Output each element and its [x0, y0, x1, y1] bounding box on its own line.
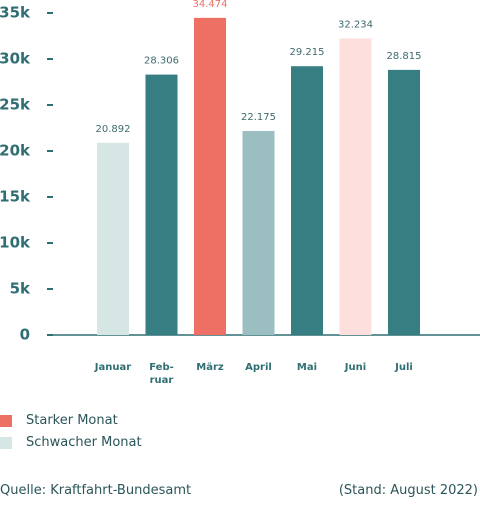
x-tick-label: Januar — [94, 362, 132, 373]
x-tick-label: Feb- ruar — [149, 362, 174, 386]
bar — [388, 69, 420, 335]
value-label: 32.234 — [338, 19, 373, 30]
legend-swatch — [0, 415, 12, 427]
value-label: 22.175 — [241, 112, 276, 123]
y-tick-label: 35k — [0, 4, 31, 22]
legend-label: Schwacher Monat — [26, 435, 142, 450]
bar — [339, 38, 372, 335]
bar — [145, 74, 178, 335]
y-tick-label: 15k — [0, 188, 31, 206]
y-tick-label: 5k — [10, 280, 31, 298]
value-label: 28.306 — [144, 56, 179, 67]
bar — [242, 130, 275, 335]
value-label: 20.892 — [96, 124, 131, 135]
value-label: 28.815 — [387, 51, 422, 62]
y-tick-label: 0 — [20, 326, 30, 344]
x-tick-label: Juni — [344, 362, 367, 373]
legend-swatch — [0, 437, 12, 449]
y-tick-label: 25k — [0, 96, 31, 114]
x-tick-label: Juli — [395, 362, 413, 373]
y-tick-label: 30k — [0, 50, 31, 68]
note: (Stand: August 2022) — [338, 483, 478, 498]
bar — [97, 142, 129, 335]
y-tick-label: 10k — [0, 234, 31, 252]
value-label: 34.474 — [193, 0, 228, 10]
legend-label: Starker Monat — [26, 413, 118, 428]
source: Quelle: Kraftfahrt-Bundesamt — [0, 483, 192, 498]
y-tick-label: 20k — [0, 142, 31, 160]
bar — [194, 17, 226, 335]
bar — [291, 66, 323, 336]
x-tick-label: Mai — [296, 362, 318, 373]
value-label: 29.215 — [290, 47, 325, 58]
x-tick-label: März — [196, 362, 224, 373]
x-tick-label: April — [245, 362, 272, 373]
